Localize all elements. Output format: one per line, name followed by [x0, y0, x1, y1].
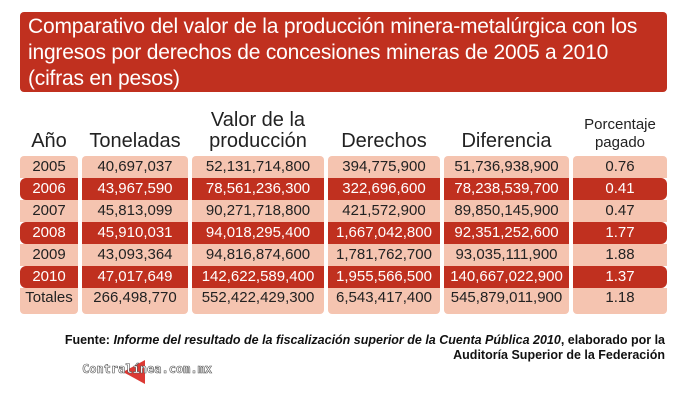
table-cell: 47,017,649	[82, 266, 188, 288]
table-cell: 140,667,022,900	[444, 266, 569, 288]
source-label: Fuente:	[64, 333, 110, 347]
table-cell: 52,131,714,800	[192, 156, 324, 178]
column-header: Toneladas	[89, 130, 181, 152]
table-cell: 90,271,718,800	[192, 200, 324, 222]
table-cell: 2005	[20, 156, 78, 178]
table-cell: 94,018,295,400	[192, 222, 324, 244]
column-header: Derechos	[341, 130, 427, 152]
table-cell: 92,351,252,600	[444, 222, 569, 244]
data-table: Año Toneladas Valor de la producción Derech…	[20, 100, 667, 314]
table-cell: 78,561,236,300	[192, 178, 324, 200]
table-cell: 142,622,589,400	[192, 266, 324, 288]
table-cell: 1.37	[573, 266, 667, 288]
table-cell: 0.47	[573, 200, 667, 222]
logo-triangle-icon	[123, 360, 145, 384]
table-cell: 45,910,031	[82, 222, 188, 244]
table-cell: 1.77	[573, 222, 667, 244]
table-cell: 43,093,364	[82, 244, 188, 266]
totals-cell: 1.18	[573, 288, 667, 314]
table-cell: 45,813,099	[82, 200, 188, 222]
table-cell: 93,035,111,900	[444, 244, 569, 266]
totals-cell: 6,543,417,400	[328, 288, 440, 314]
table-cell: 2009	[20, 244, 78, 266]
totals-cell: 545,879,011,900	[444, 288, 569, 314]
column-header: Porcentaje pagado	[584, 116, 656, 151]
table-cell: 94,816,874,600	[192, 244, 324, 266]
column-header: Año	[31, 130, 67, 152]
totals-cell: 552,422,429,300	[192, 288, 324, 314]
table-cell: 1,955,566,500	[328, 266, 440, 288]
table-cell: 322,696,600	[328, 178, 440, 200]
source-title: Informe del resultado de la fiscalizació…	[113, 333, 561, 347]
totals-cell: Totales	[20, 288, 78, 314]
table-cell: 43,967,590	[82, 178, 188, 200]
table-cell: 0.41	[573, 178, 667, 200]
table-cell: 0.76	[573, 156, 667, 178]
table-cell: 51,736,938,900	[444, 156, 569, 178]
table-cell: 89,850,145,900	[444, 200, 569, 222]
watermark-logo: Contralínea.com.mx	[82, 362, 213, 377]
table-cell: 40,697,037	[82, 156, 188, 178]
table-cell: 1,781,762,700	[328, 244, 440, 266]
column-header: Diferencia	[461, 130, 552, 152]
table-cell: 1,667,042,800	[328, 222, 440, 244]
table-cell: 2010	[20, 266, 78, 288]
source-note: Fuente: Informe del resultado de la fisc…	[25, 333, 665, 363]
table-cell: 394,775,900	[328, 156, 440, 178]
totals-cell: 266,498,770	[82, 288, 188, 314]
column-header: Valor de la producción	[209, 109, 307, 152]
table-cell: 2006	[20, 178, 78, 200]
table-title: Comparativo del valor de la producción m…	[20, 12, 667, 92]
table-cell: 421,572,900	[328, 200, 440, 222]
table-cell: 78,238,539,700	[444, 178, 569, 200]
table-cell: 1.88	[573, 244, 667, 266]
table-cell: 2008	[20, 222, 78, 244]
table-cell: 2007	[20, 200, 78, 222]
source-rest: , elaborado por la Auditoría Superior de…	[453, 333, 665, 362]
